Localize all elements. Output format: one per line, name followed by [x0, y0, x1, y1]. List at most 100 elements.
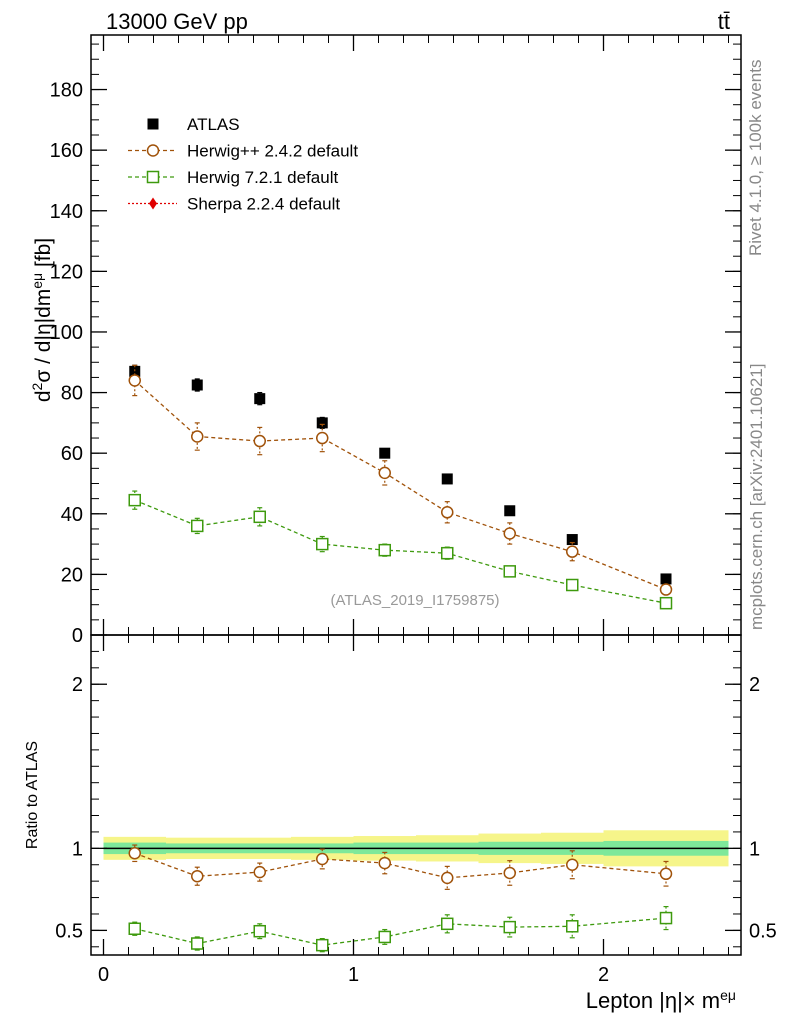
herwig7-point [441, 546, 454, 560]
herwig7-point [128, 922, 141, 935]
y-tick-label: 0 [72, 625, 83, 647]
y-tick-label: 20 [61, 564, 83, 586]
herwigpp-point [659, 583, 673, 596]
main-ticks: 0 20 40 60 80 100 120 140 160 180 [50, 35, 741, 647]
series-line-herwigpp [134, 379, 667, 591]
series-line-herwig7 [134, 499, 667, 604]
ratio-uncertainty-band [103, 830, 729, 867]
series-herwigpp [128, 364, 673, 596]
mcplots-label: mcplots.cern.ch [arXiv:2401.10621] [747, 364, 766, 630]
herwig7-point [253, 924, 266, 938]
herwig7-point [503, 920, 516, 934]
herwigpp-point [253, 434, 266, 448]
legend-item-herwig7: Herwig 7.2.1 default [128, 168, 338, 187]
legend-item-atlas: ATLAS [147, 115, 240, 134]
analysis-watermark: (ATLAS_2019_I1759875) [330, 592, 499, 609]
main-y-label: d2σ / d|η|dmeμ [fb] [29, 238, 55, 402]
herwig7-point [378, 543, 391, 557]
series-herwigpp [128, 844, 673, 890]
sherpa-point [149, 197, 157, 210]
herwigpp-point [128, 374, 141, 387]
herwigpp-point [191, 430, 204, 443]
herwigpp-point [378, 856, 391, 870]
x-tick-label: 0 [98, 964, 109, 986]
atlas-point [379, 447, 391, 459]
y-tick-label: 160 [50, 140, 83, 162]
main-series [128, 364, 673, 610]
y-tick-label-right: 0.5 [749, 920, 777, 942]
herwig7-point [128, 493, 141, 507]
herwigpp-point [503, 866, 516, 880]
legend-label: ATLAS [187, 115, 240, 134]
herwigpp-point [566, 545, 579, 558]
herwigpp-point [253, 865, 266, 879]
y-tick-label-right: 2 [749, 674, 760, 696]
series-atlas [129, 364, 672, 585]
herwigpp-point [441, 506, 454, 519]
ratio-panel: 0.5 0.5 1 1 2 2 0 1 2 Ratio to ATLAS [24, 634, 777, 986]
legend-label: Sherpa 2.2.4 default [187, 195, 340, 214]
herwig7-point [566, 920, 579, 933]
atlas-point [316, 417, 328, 429]
y-tick-label: 120 [50, 261, 83, 283]
herwig7-point [191, 519, 204, 533]
herwigpp-point [316, 431, 329, 445]
ratio-y-label: Ratio to ATLAS [24, 741, 41, 849]
herwig7-point [146, 170, 160, 184]
herwigpp-point [566, 858, 579, 871]
y-tick-label: 0.5 [55, 920, 83, 942]
x-tick-label: 1 [348, 964, 359, 986]
series-line-herwig7 [134, 917, 667, 946]
herwig7-point [441, 917, 454, 931]
herwig7-point [378, 930, 391, 944]
legend-label: Herwig 7.2.1 default [187, 168, 338, 187]
y-tick-label: 80 [61, 383, 83, 405]
header-left: 13000 GeV pp [106, 9, 248, 34]
series-herwig7 [128, 490, 673, 610]
herwigpp-point [146, 144, 160, 157]
atlas-point [504, 505, 516, 517]
y-tick-label: 60 [61, 443, 83, 465]
main-panel: 0 20 40 60 80 100 120 140 160 180 (ATLAS_2019_I17… [29, 34, 742, 647]
rivet-label: Rivet 4.1.0, ≥ 100k events [746, 60, 765, 256]
header-right: tt̄ [718, 9, 730, 34]
ratio-ticks: 0.5 0.5 1 1 2 2 0 1 2 [55, 635, 777, 986]
herwig7-point [503, 565, 516, 578]
herwig7-point [566, 578, 579, 592]
atlas-point [660, 573, 672, 585]
atlas-point [129, 365, 141, 377]
y-tick-label: 1 [72, 838, 83, 860]
herwig7-point [659, 596, 673, 610]
herwig7-point [316, 938, 329, 952]
ratio-series [128, 844, 673, 953]
x-tick-label: 2 [598, 964, 609, 986]
herwigpp-point [659, 867, 673, 881]
herwigpp-point [191, 869, 204, 883]
y-tick-label: 100 [50, 322, 83, 344]
y-tick-label: 2 [72, 674, 83, 696]
herwigpp-point [503, 527, 516, 540]
legend-item-herwigpp: Herwig++ 2.4.2 default [128, 142, 358, 161]
herwigpp-point [378, 466, 391, 480]
y-tick-label: 140 [50, 201, 83, 223]
atlas-point [147, 118, 159, 130]
herwigpp-point [316, 852, 329, 866]
herwig7-point [191, 937, 204, 950]
legend-item-sherpa: Sherpa 2.2.4 default [128, 195, 340, 214]
herwigpp-point [441, 871, 454, 885]
ratio-frame [90, 634, 742, 956]
atlas-point [254, 393, 266, 405]
y-tick-label: 40 [61, 504, 83, 526]
herwigpp-point [128, 847, 141, 860]
legend: ATLAS Herwig++ 2.4.2 default Herwig 7.2.1 … [128, 115, 358, 214]
y-tick-label-right: 1 [749, 838, 760, 860]
atlas-point [566, 534, 578, 546]
herwig7-point [316, 537, 329, 551]
x-axis-label: Lepton |η|× meμ [586, 987, 736, 1013]
atlas-point [191, 379, 203, 391]
herwig7-point [253, 510, 266, 524]
y-tick-label: 180 [50, 80, 83, 102]
legend-label: Herwig++ 2.4.2 default [187, 142, 358, 161]
series-herwig7 [128, 905, 673, 953]
